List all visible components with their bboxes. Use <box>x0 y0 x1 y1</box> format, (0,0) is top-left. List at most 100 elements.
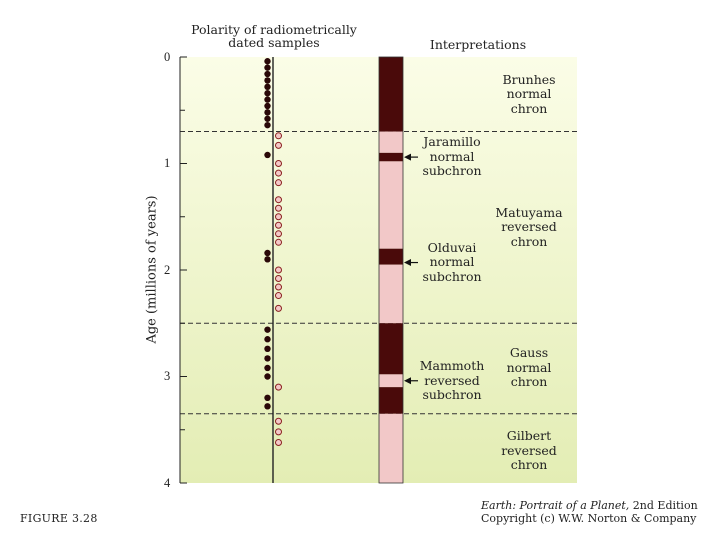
interpretation-gauss-line-2: chron <box>510 374 548 390</box>
interpretation-olduvai-line-1: normal <box>429 254 475 270</box>
y-tick-label-0: 0 <box>164 50 171 64</box>
y-axis-ticks <box>180 56 187 484</box>
polarity-band-7 <box>379 374 403 388</box>
interpretation-matuyama-line-0: Matuyama <box>495 204 563 220</box>
interpretation-brunhes-line-1: normal <box>506 86 552 102</box>
sample-dot-normal <box>264 58 271 65</box>
book-title: Earth: Portrait of a Planet, <box>481 499 630 512</box>
arrowhead-mammoth <box>404 377 411 385</box>
sample-dot-normal <box>264 326 271 333</box>
sample-dots <box>264 58 282 447</box>
sample-dot-reversed <box>275 292 282 300</box>
sample-dot-reversed <box>275 179 282 187</box>
interpretation-gilbert-line-1: reversed <box>501 442 557 458</box>
y-tick-label-4: 4 <box>164 476 171 490</box>
interpretation-gilbert: Gilbert reversed chron <box>479 429 579 473</box>
samples-column-header: Polarity of radiometrically dated sample… <box>191 22 357 50</box>
sample-dot-reversed <box>275 196 282 204</box>
sample-dot-normal <box>264 249 271 257</box>
interpretation-olduvai-line-2: subchron <box>422 268 482 284</box>
sample-dot-normal <box>264 102 271 110</box>
interpretation-jaramillo-line-1: normal <box>429 148 475 164</box>
polarity-band-9 <box>379 413 403 483</box>
interpretation-olduvai-line-0: Olduvai <box>427 239 477 255</box>
interpretation-mammoth: Mammoth reversed subchron <box>402 358 502 403</box>
copyright-notice: Copyright (c) W.W. Norton & Company <box>481 512 697 525</box>
sample-dot-reversed <box>275 169 282 177</box>
polarity-column-outline <box>378 56 404 484</box>
chron-boundaries <box>180 131 577 415</box>
sample-dot-reversed <box>275 266 282 274</box>
interpretation-gauss-line-1: normal <box>506 359 552 375</box>
sample-dot-reversed <box>275 132 282 140</box>
sample-dot-normal <box>264 394 271 401</box>
interpretation-gauss: Gauss normal chron <box>479 346 579 390</box>
interpretation-gilbert-line-0: Gilbert <box>506 428 552 444</box>
y-tick-label-2: 2 <box>164 263 171 277</box>
sample-dot-reversed <box>275 283 282 291</box>
interpretation-matuyama-line-2: chron <box>510 233 548 249</box>
sample-dot-normal <box>264 64 271 71</box>
polarity-band-6 <box>379 323 403 375</box>
polarity-band-3 <box>379 161 403 249</box>
polarity-band-0 <box>379 57 403 132</box>
y-tick-label-3: 3 <box>164 369 171 383</box>
sample-dot-normal <box>264 364 271 372</box>
sample-dot-normal <box>264 355 271 362</box>
interpretation-brunhes-line-0: Brunhes <box>502 71 556 87</box>
sample-dot-reversed <box>275 383 282 391</box>
sample-dot-normal <box>264 256 271 263</box>
sample-dot-reversed <box>275 204 282 212</box>
sample-dot-reversed <box>275 428 282 436</box>
interpretation-mammoth-line-1: reversed <box>424 372 480 388</box>
sample-dot-normal <box>264 403 271 410</box>
figure-source: Earth: Portrait of a Planet, 2nd Edition… <box>481 499 698 525</box>
sample-dot-normal <box>264 151 271 159</box>
polarity-band-4 <box>379 248 403 265</box>
sample-dot-reversed <box>275 275 282 283</box>
interpretation-arrows <box>404 153 418 385</box>
interpretation-gilbert-line-2: chron <box>510 457 548 473</box>
interpretation-brunhes-line-2: chron <box>510 100 548 116</box>
interpretations-column-header: Interpretations <box>429 37 527 52</box>
y-tick-label-1: 1 <box>164 156 171 170</box>
sample-dot-normal <box>264 345 271 353</box>
sample-dot-reversed <box>275 439 282 447</box>
interpretation-gauss-line-0: Gauss <box>509 345 549 361</box>
interpretation-matuyama: Matuyama reversed chron <box>479 204 579 250</box>
arrowhead-jaramillo <box>404 153 411 161</box>
polarity-band-8 <box>379 387 403 414</box>
sample-dot-normal <box>264 90 271 97</box>
interpretation-jaramillo: Jaramillo normal subchron <box>402 135 502 179</box>
interpretation-brunhes: Brunhes normal chron <box>479 71 579 117</box>
polarity-column <box>378 56 404 484</box>
interpretation-jaramillo-line-2: subchron <box>422 163 482 179</box>
plot-background <box>180 57 577 483</box>
sample-dot-normal <box>264 336 271 343</box>
sample-dot-normal <box>264 109 271 116</box>
sample-dot-reversed <box>275 141 282 149</box>
sample-dot-reversed <box>275 213 282 221</box>
figure-number: FIGURE 3.28 <box>20 512 98 525</box>
sample-dot-normal <box>264 70 271 78</box>
sample-dot-reversed <box>275 417 282 425</box>
polarity-band-5 <box>379 264 403 324</box>
sample-dot-normal <box>264 96 271 103</box>
interpretation-mammoth-line-2: subchron <box>422 387 482 402</box>
interpretation-mammoth-line-0: Mammoth <box>419 358 485 373</box>
interpretation-olduvai: Olduvai normal subchron <box>402 239 502 285</box>
sample-dot-normal <box>264 121 271 129</box>
sample-dot-reversed <box>275 238 282 246</box>
book-edition: 2nd Edition <box>629 499 698 512</box>
sample-dot-normal <box>264 83 271 91</box>
sample-dot-reversed <box>275 221 282 229</box>
sample-dot-normal <box>264 115 271 122</box>
polarity-band-2 <box>379 152 403 162</box>
polarity-band-1 <box>379 131 403 153</box>
sample-dot-reversed <box>275 230 282 238</box>
interpretation-matuyama-line-1: reversed <box>501 219 557 235</box>
arrowhead-olduvai <box>404 259 411 267</box>
sample-dot-normal <box>264 373 271 380</box>
sample-dot-normal <box>264 77 271 84</box>
